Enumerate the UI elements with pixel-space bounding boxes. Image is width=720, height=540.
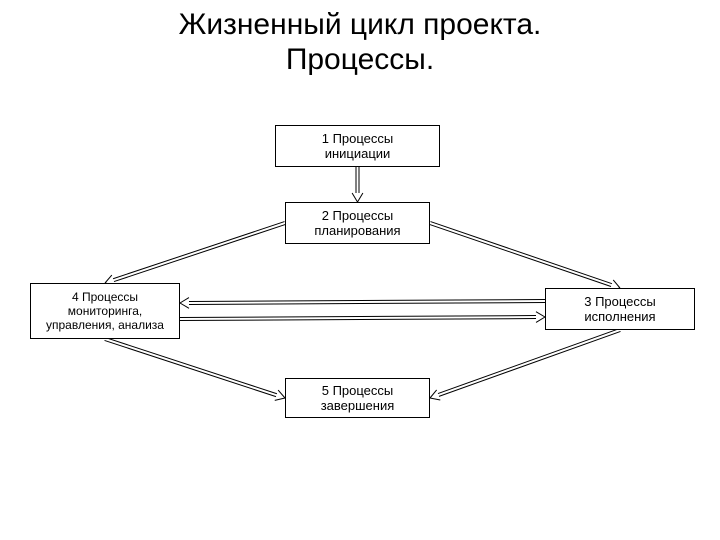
node-initiation: 1 Процессы инициации [275, 125, 440, 167]
node-label: 2 Процессы планирования [314, 208, 400, 238]
node-planning: 2 Процессы планирования [285, 202, 430, 244]
node-label: 4 Процессы мониторинга, управления, анал… [46, 290, 164, 332]
node-label: 1 Процессы инициации [322, 131, 394, 161]
node-label: 5 Процессы завершения [321, 383, 395, 413]
node-execution: 3 Процессы исполнения [545, 288, 695, 330]
node-closing: 5 Процессы завершения [285, 378, 430, 418]
page-title: Жизненный цикл проекта. Процессы. [0, 8, 720, 77]
edges-layer [0, 0, 720, 540]
node-monitoring: 4 Процессы мониторинга, управления, анал… [30, 283, 180, 339]
node-label: 3 Процессы исполнения [584, 294, 656, 324]
